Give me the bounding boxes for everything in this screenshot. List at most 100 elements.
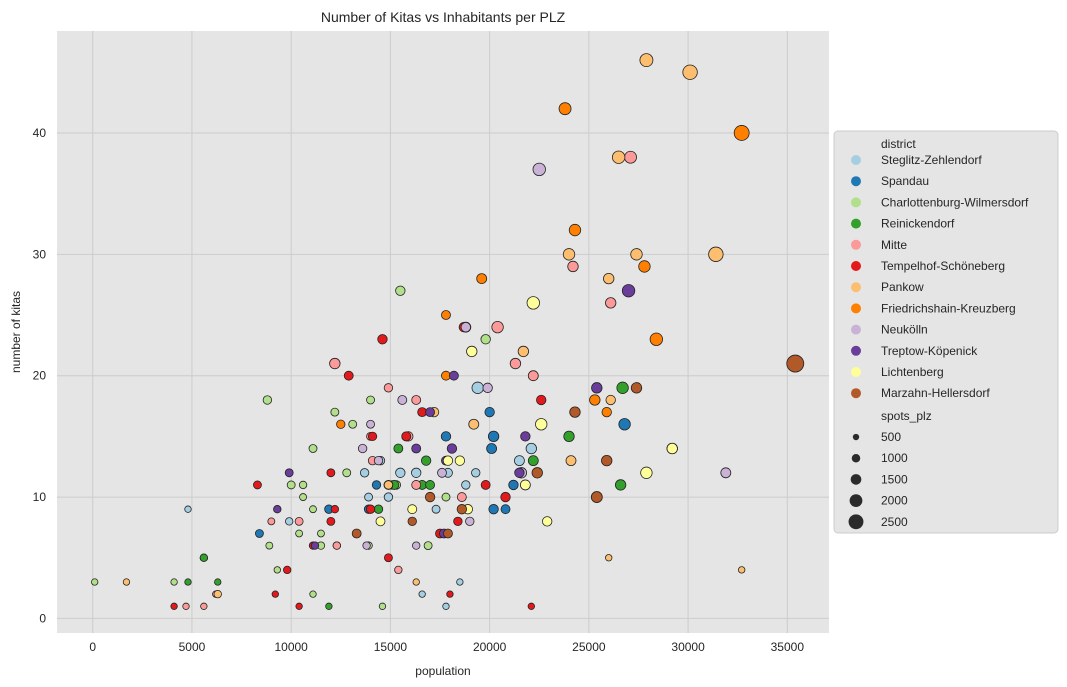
data-point: [446, 443, 458, 454]
data-point: [480, 480, 491, 490]
legend-marker: [851, 155, 861, 165]
x-tick-label: 25000: [572, 640, 606, 654]
data-point: [170, 578, 178, 586]
data-point: [526, 296, 540, 310]
data-point: [565, 455, 577, 467]
x-tick-label: 5000: [179, 640, 206, 654]
data-point: [365, 504, 376, 514]
data-point: [424, 491, 436, 503]
data-point: [446, 590, 454, 598]
data-point: [383, 492, 394, 502]
data-point: [383, 383, 394, 393]
x-tick-label: 20000: [473, 640, 507, 654]
data-point: [91, 578, 99, 586]
data-point: [514, 467, 525, 478]
data-point: [591, 382, 603, 394]
x-tick-label: 0: [89, 640, 96, 654]
data-point: [603, 272, 615, 285]
data-point: [407, 516, 417, 526]
data-point: [500, 504, 511, 515]
data-point: [480, 334, 491, 345]
data-point: [527, 455, 539, 467]
data-point: [342, 468, 352, 478]
data-point: [569, 406, 581, 418]
legend-label: Lichtenberg: [881, 365, 944, 379]
data-point: [621, 284, 636, 298]
legend-marker: [851, 303, 861, 314]
data-point: [325, 602, 333, 610]
data-point: [468, 418, 480, 430]
scatter-points: [91, 53, 805, 610]
legend-size-marker: [849, 494, 863, 507]
data-point: [182, 602, 190, 610]
legend-marker: [851, 197, 861, 208]
data-point: [253, 480, 262, 490]
data-point: [383, 480, 394, 490]
data-point: [348, 419, 358, 429]
data-point: [453, 516, 463, 526]
legend-marker: [851, 282, 861, 293]
data-point: [395, 285, 406, 296]
legend-size-marker: [852, 433, 860, 441]
data-point: [488, 504, 499, 515]
data-point: [284, 468, 294, 478]
legend-size-label: 2000: [881, 494, 908, 508]
data-point: [122, 578, 131, 586]
legend-label: Treptow-Köpenick: [881, 344, 978, 358]
data-point: [286, 480, 296, 490]
data-point: [326, 468, 336, 478]
data-point: [471, 381, 484, 394]
data-point: [562, 248, 576, 261]
data-point: [375, 516, 386, 527]
data-point: [508, 479, 519, 491]
data-point: [262, 395, 273, 405]
data-point: [377, 334, 388, 345]
data-point: [213, 590, 222, 599]
legend-label: Neukölln: [881, 323, 928, 337]
legend-label: Steglitz-Zehlendorf: [881, 153, 982, 167]
data-point: [200, 602, 208, 610]
data-point: [411, 480, 422, 490]
data-point: [184, 578, 192, 586]
data-point: [517, 345, 530, 358]
data-point: [362, 541, 371, 550]
data-point: [542, 516, 553, 527]
data-point: [527, 370, 539, 382]
data-point: [616, 381, 629, 394]
data-point: [407, 504, 418, 515]
data-point: [535, 418, 548, 431]
data-point: [351, 528, 362, 539]
data-point: [437, 467, 447, 478]
data-point: [441, 310, 451, 320]
data-point: [273, 566, 281, 574]
plot-area-background: [57, 31, 829, 633]
data-point: [461, 480, 471, 490]
data-point: [733, 125, 750, 141]
data-point: [456, 504, 468, 515]
legend-marker: [851, 218, 861, 229]
data-point: [614, 479, 627, 491]
data-point: [343, 370, 354, 381]
data-point: [514, 455, 525, 467]
y-tick-label: 40: [33, 126, 47, 140]
data-point: [267, 517, 276, 526]
data-point: [366, 395, 375, 405]
data-point: [456, 578, 464, 586]
data-point: [329, 357, 341, 370]
data-point: [639, 53, 654, 68]
legend-size-marker: [851, 453, 861, 463]
data-point: [484, 406, 495, 418]
data-point: [476, 273, 488, 284]
data-point: [649, 332, 663, 346]
x-tick-label: 10000: [274, 640, 308, 654]
data-point: [336, 419, 346, 429]
legend: district spots_plz Steglitz-Zehlendorf Sp…: [833, 130, 1059, 534]
data-point: [255, 529, 264, 538]
data-point: [184, 505, 192, 513]
data-point: [466, 345, 478, 358]
data-point: [298, 480, 308, 490]
y-tick-label: 20: [33, 369, 47, 383]
data-point: [393, 443, 404, 454]
legend-marker: [851, 324, 861, 335]
axis-ticks: 0 5000 10000 15000 20000 25000 30000 35000 0 10 20…: [33, 126, 805, 654]
